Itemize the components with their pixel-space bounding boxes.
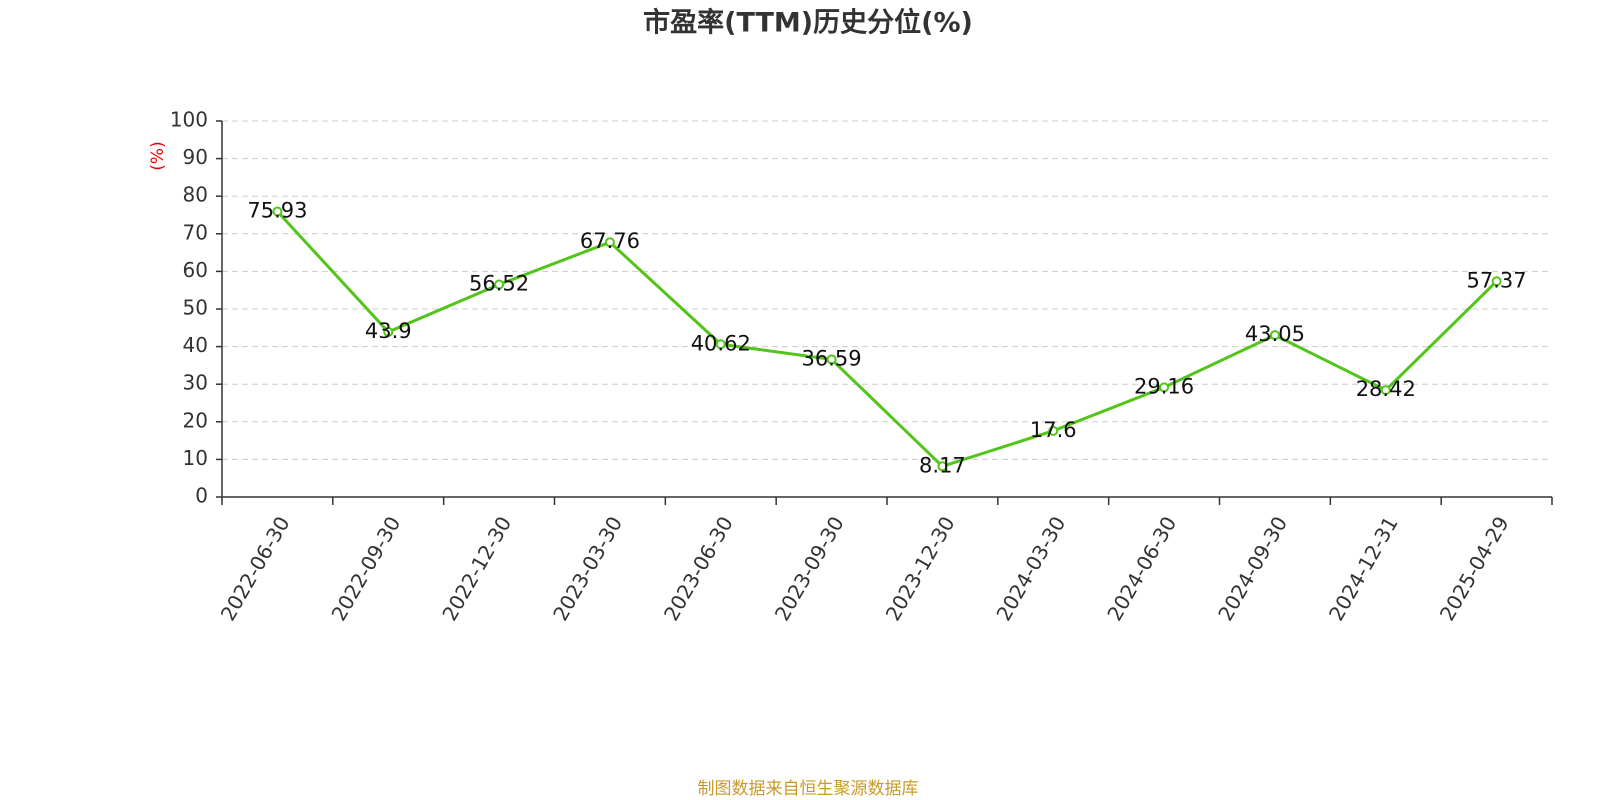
chart-title: 市盈率(TTM)历史分位(%) xyxy=(643,7,973,39)
point xyxy=(272,206,283,217)
point xyxy=(383,326,394,337)
data-label: 56.52 xyxy=(469,271,529,295)
line xyxy=(276,210,1498,468)
x-tick-label: 2022-12-30 xyxy=(437,512,516,625)
point xyxy=(1269,330,1280,341)
y-tick-label: 70 xyxy=(183,220,208,244)
point xyxy=(826,354,837,365)
data-label: 40.62 xyxy=(691,331,751,355)
x-tick-label: 2023-12-30 xyxy=(881,512,960,625)
y-tick-label: 10 xyxy=(183,446,208,470)
y-tick-label: 30 xyxy=(183,371,208,395)
point xyxy=(1491,276,1502,287)
x-tick-label: 2023-03-30 xyxy=(548,512,627,625)
x-tick-label: 2024-09-30 xyxy=(1213,512,1292,625)
x-tick-label: 2024-06-30 xyxy=(1102,512,1181,625)
data-label: 57.37 xyxy=(1467,268,1527,292)
y-tick-label: 80 xyxy=(183,183,208,207)
data-label: 67.76 xyxy=(580,229,640,253)
y-tick-label: 50 xyxy=(183,296,208,320)
point xyxy=(1159,382,1170,393)
x-tick-label: 2024-12-31 xyxy=(1324,512,1403,625)
x-tick-label: 2022-09-30 xyxy=(326,512,405,625)
x-tick-label: 2024-03-30 xyxy=(991,512,1070,625)
y-tick-label: 90 xyxy=(183,145,208,169)
y-axis-label: (%) xyxy=(148,141,168,170)
point xyxy=(1048,425,1059,436)
data-label: 28.42 xyxy=(1356,377,1416,401)
x-tick-label: 2025-04-29 xyxy=(1435,512,1514,625)
x-tick-label: 2023-06-30 xyxy=(659,512,738,625)
data-label: 17.6 xyxy=(1030,418,1077,442)
y-tick-label: 100 xyxy=(170,108,208,132)
data-label: 43.9 xyxy=(365,319,412,343)
y-tick-label: 40 xyxy=(183,333,208,357)
point xyxy=(494,279,505,290)
data-label: 43.05 xyxy=(1245,322,1305,346)
point xyxy=(937,461,948,472)
point xyxy=(715,339,726,350)
y-tick-label: 20 xyxy=(183,408,208,432)
data-label: 36.59 xyxy=(802,346,862,370)
data-label: 29.16 xyxy=(1134,374,1194,398)
y-tick-label: 60 xyxy=(183,258,208,282)
data-label: 8.17 xyxy=(919,453,966,477)
x-tick-label: 2023-09-30 xyxy=(770,512,849,625)
source-note: 制图数据来自恒生聚源数据库 xyxy=(698,779,919,799)
x-tick-label: 2022-06-30 xyxy=(216,512,295,625)
y-tick-label: 0 xyxy=(195,484,208,508)
point xyxy=(604,237,615,248)
data-label: 75.93 xyxy=(247,199,307,223)
point xyxy=(1380,385,1391,396)
